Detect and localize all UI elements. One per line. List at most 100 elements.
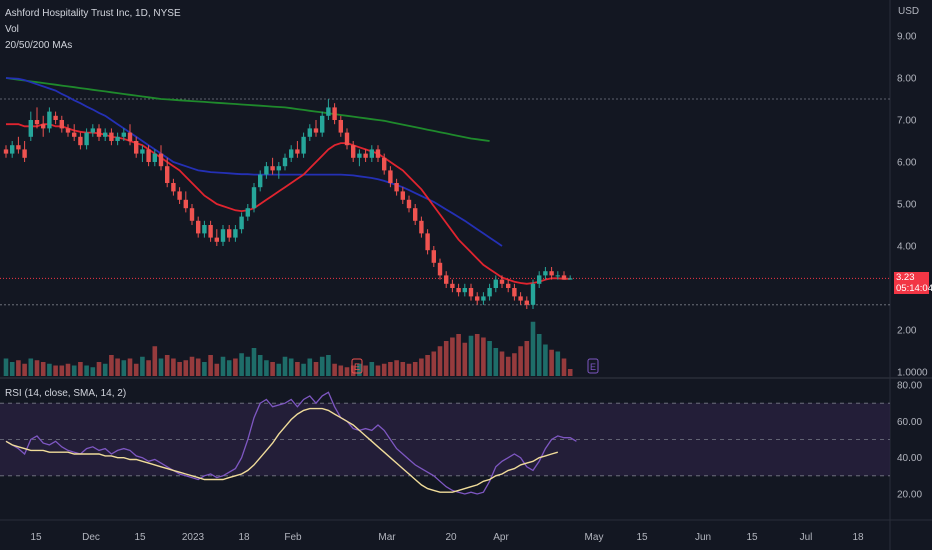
candle-body — [425, 233, 430, 251]
volume-bar — [524, 341, 530, 376]
axes: USD9.008.007.006.005.004.003.002.001.000… — [30, 6, 928, 543]
volume-bar — [530, 321, 536, 376]
candle-body — [103, 132, 108, 137]
ma200-line — [5, 77, 490, 142]
time-tick-label: 15 — [746, 532, 758, 543]
volume-bar — [140, 356, 145, 376]
chart-title: Ashford Hospitality Trust Inc, 1D, NYSE — [5, 8, 181, 19]
price-tick-label: 6.00 — [897, 158, 917, 169]
volume-bar — [437, 346, 443, 376]
volume-bar — [344, 367, 350, 376]
candle-body — [202, 225, 207, 234]
candle-body — [158, 153, 164, 167]
candle-body — [481, 296, 486, 301]
volume-bar — [47, 363, 52, 376]
volume-bar — [419, 358, 424, 376]
volume-bar — [28, 358, 34, 376]
candle-body — [499, 279, 505, 284]
candle-body — [326, 107, 331, 116]
volume-bar — [499, 351, 505, 376]
volume-bar — [90, 367, 96, 376]
volume-bar — [264, 360, 269, 376]
candle-body — [568, 278, 573, 280]
candle-body — [530, 283, 536, 305]
candle-body — [431, 250, 436, 263]
candle-body — [208, 225, 213, 238]
candle-body — [289, 149, 294, 158]
price-tick-label: 7.00 — [897, 116, 917, 127]
time-tick-label: Jul — [800, 532, 813, 543]
candle-body — [121, 132, 126, 137]
earnings-icon — [587, 358, 599, 374]
candle-body — [437, 262, 443, 276]
candle-body — [41, 124, 46, 129]
candle-body — [270, 166, 275, 171]
candle-body — [406, 199, 412, 209]
price-tick-label: 5.00 — [897, 200, 917, 211]
volume-bar — [239, 353, 244, 376]
time-tick-label: Apr — [493, 532, 509, 543]
candle-body — [53, 115, 58, 120]
time-tick-label: 2023 — [182, 532, 205, 543]
candle-body — [375, 149, 381, 158]
volume-bar — [481, 337, 486, 376]
volume-bar — [202, 362, 207, 376]
candlesticks — [3, 99, 573, 309]
candle-body — [134, 141, 139, 154]
volume-bar — [164, 355, 170, 376]
candle-body — [47, 111, 52, 129]
candle-body — [400, 191, 405, 200]
volume-bar — [251, 348, 257, 376]
volume-bar — [152, 346, 158, 376]
candle-body — [394, 183, 399, 192]
candle-body — [282, 157, 288, 167]
volume-bar — [450, 337, 455, 376]
time-tick-label: May — [585, 532, 604, 543]
candle-body — [245, 208, 250, 217]
volume-bar — [357, 363, 362, 376]
candle-body — [22, 149, 27, 158]
volume-bar — [350, 365, 356, 376]
candle-body — [189, 208, 195, 221]
candle-body — [34, 120, 40, 125]
candle-body — [109, 132, 114, 141]
volume-bar — [567, 369, 573, 376]
candle-body — [65, 128, 71, 133]
price-tick-label: 8.00 — [897, 74, 917, 85]
candle-body — [146, 149, 151, 162]
candle-body — [475, 296, 480, 301]
volume-bar — [84, 365, 89, 376]
candle-body — [16, 145, 21, 150]
volume-bar — [536, 334, 542, 376]
volume-bar — [282, 356, 288, 376]
volume-bar — [22, 363, 27, 376]
candle-body — [152, 153, 157, 162]
volume-bar — [307, 358, 313, 376]
volume-bar — [65, 363, 71, 376]
volume-bar — [381, 363, 387, 376]
volume-bar — [462, 342, 468, 376]
candle-body — [462, 288, 467, 293]
candle-body — [78, 136, 83, 146]
rsi-tick-label: 40.00 — [897, 453, 922, 464]
candle-body — [214, 237, 219, 242]
volume-bar — [326, 355, 331, 376]
volume-bar — [425, 355, 430, 376]
candle-body — [320, 115, 325, 133]
candle-body — [307, 128, 312, 137]
volume-bar — [543, 344, 548, 376]
candle-body — [419, 220, 424, 234]
earnings-icon — [351, 358, 363, 374]
candle-body — [301, 136, 306, 154]
candle-body — [468, 288, 474, 297]
candle-body — [524, 300, 529, 305]
rsi-ma-line — [5, 407, 558, 493]
rsi-band-fill — [0, 403, 890, 476]
candle-body — [518, 296, 523, 301]
volume-bar — [406, 363, 412, 376]
candle-body — [555, 275, 560, 277]
volume-bar — [443, 341, 449, 376]
